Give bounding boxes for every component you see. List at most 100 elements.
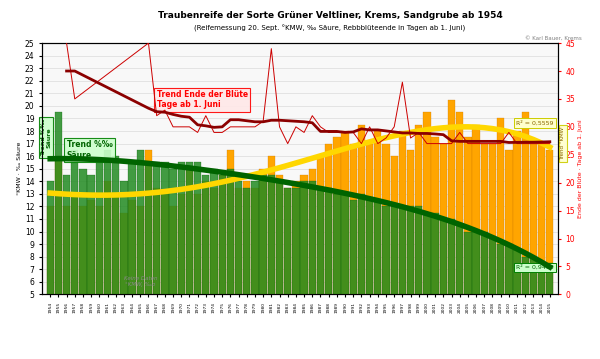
Bar bbox=[530, 257, 537, 357]
Bar bbox=[71, 194, 79, 357]
Y-axis label: °KMW · ‰ Säure: °KMW · ‰ Säure bbox=[17, 142, 22, 195]
Bar bbox=[178, 194, 185, 357]
Text: Trend °KMW: Trend °KMW bbox=[560, 127, 565, 160]
Bar bbox=[456, 112, 463, 357]
Bar bbox=[521, 112, 529, 357]
Bar bbox=[325, 144, 332, 357]
Bar bbox=[358, 194, 365, 357]
Bar bbox=[440, 219, 447, 357]
Bar bbox=[145, 162, 152, 357]
Line: 11 Periode gleit. Mittelw. (Tage ab 1.Juni): 11 Periode gleit. Mittelw. (Tage ab 1.Ju… bbox=[67, 71, 550, 143]
11 Periode gleit. Mittelw. (Tage ab 1.Juni) bbox=[424, 131, 431, 136]
Bar bbox=[194, 162, 202, 357]
Bar bbox=[227, 150, 234, 357]
Bar bbox=[169, 169, 177, 357]
Bar bbox=[407, 206, 414, 357]
Tage ab 1.Juni bbox=[218, 130, 226, 135]
11 Periode gleit. Mittelw. (Tage ab 1.Juni) bbox=[251, 120, 259, 124]
Bar bbox=[497, 244, 505, 357]
Poly. (°KMW) bbox=[96, 193, 103, 197]
11 Periode gleit. Mittelw. (Tage ab 1.Juni) bbox=[63, 69, 70, 73]
11 Periode gleit. Mittelw. (Tage ab 1.Juni) bbox=[260, 120, 267, 124]
Bar bbox=[374, 131, 382, 357]
Bar bbox=[79, 169, 86, 357]
Bar bbox=[448, 219, 455, 357]
Bar bbox=[521, 257, 529, 357]
Bar bbox=[178, 162, 185, 357]
11 Periode gleit. Mittelw. (Tage ab 1.Juni) bbox=[399, 131, 406, 135]
Bar bbox=[341, 131, 349, 357]
Tage ab 1.Juni bbox=[251, 125, 259, 129]
Poly. (°KMW) bbox=[301, 158, 308, 163]
Bar bbox=[268, 156, 275, 357]
Bar bbox=[276, 181, 283, 357]
Bar bbox=[153, 187, 160, 357]
Bar bbox=[284, 187, 292, 357]
Bar bbox=[137, 150, 144, 357]
Text: Trend %‰
Säure: Trend %‰ Säure bbox=[67, 140, 112, 160]
Bar bbox=[407, 150, 414, 357]
Line: Poly. (‰o): Poly. (‰o) bbox=[50, 159, 550, 267]
Poly. (‰o) bbox=[186, 166, 193, 170]
Text: (Reifemessung 20. Sept. °KMW, ‰ Säure, Rebbblüteende in Tagen ab 1. Juni): (Reifemessung 20. Sept. °KMW, ‰ Säure, R… bbox=[194, 25, 466, 32]
Bar bbox=[350, 200, 357, 357]
11 Periode gleit. Mittelw. (Tage ab 1.Juni) bbox=[546, 140, 553, 144]
Bar bbox=[161, 162, 169, 357]
Bar bbox=[514, 251, 521, 357]
Text: Trend %‰
Säure: Trend %‰ Säure bbox=[41, 119, 52, 156]
Bar bbox=[218, 175, 226, 357]
Bar bbox=[464, 232, 472, 357]
Bar bbox=[259, 175, 267, 357]
Bar bbox=[235, 181, 242, 357]
Bar bbox=[194, 194, 202, 357]
Bar bbox=[431, 213, 439, 357]
Bar bbox=[55, 156, 62, 357]
Text: Trend Ende der Blüte
Tage ab 1. Juni: Trend Ende der Blüte Tage ab 1. Juni bbox=[157, 90, 248, 109]
Bar bbox=[169, 206, 177, 357]
Text: Keine Daten
°KMW, ‰o: Keine Daten °KMW, ‰o bbox=[124, 276, 157, 287]
Bar bbox=[227, 169, 234, 357]
Bar bbox=[391, 156, 398, 357]
Poly. (‰o) bbox=[153, 162, 160, 166]
Tage ab 1.Juni bbox=[284, 141, 292, 146]
Bar bbox=[398, 206, 406, 357]
Bar bbox=[243, 187, 250, 357]
Bar bbox=[47, 206, 54, 357]
Bar bbox=[358, 125, 365, 357]
Bar bbox=[530, 144, 537, 357]
Poly. (°KMW) bbox=[464, 125, 472, 129]
Bar bbox=[120, 181, 128, 357]
Tage ab 1.Juni bbox=[407, 136, 414, 140]
Bar bbox=[505, 244, 512, 357]
Bar bbox=[333, 137, 341, 357]
Bar bbox=[292, 181, 299, 357]
Bar bbox=[218, 175, 226, 357]
Poly. (°KMW) bbox=[546, 145, 553, 149]
Bar bbox=[448, 99, 455, 357]
Bar bbox=[472, 232, 480, 357]
Bar bbox=[325, 187, 332, 357]
Bar bbox=[186, 162, 193, 357]
Bar bbox=[391, 206, 398, 357]
Bar bbox=[284, 187, 292, 357]
Bar bbox=[366, 200, 373, 357]
Bar bbox=[120, 213, 128, 357]
Bar bbox=[112, 156, 119, 357]
Bar bbox=[112, 194, 119, 357]
Bar bbox=[382, 144, 389, 357]
Bar bbox=[55, 112, 62, 357]
Bar bbox=[104, 181, 111, 357]
Poly. (‰o) bbox=[546, 265, 553, 269]
Bar bbox=[374, 200, 382, 357]
Poly. (°KMW) bbox=[153, 190, 160, 195]
Bar bbox=[202, 181, 209, 357]
Bar bbox=[456, 225, 463, 357]
Poly. (‰o) bbox=[489, 235, 496, 239]
Bar bbox=[489, 144, 496, 357]
Bar bbox=[341, 194, 349, 357]
Bar bbox=[202, 175, 209, 357]
Bar bbox=[137, 206, 144, 357]
Bar bbox=[71, 150, 79, 357]
Bar bbox=[317, 187, 324, 357]
Bar bbox=[243, 181, 250, 357]
